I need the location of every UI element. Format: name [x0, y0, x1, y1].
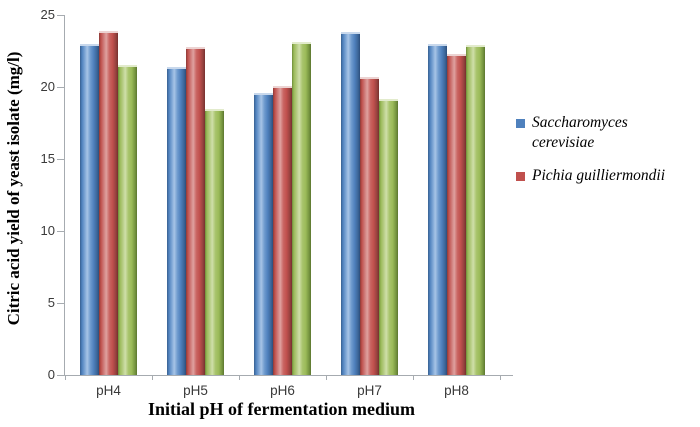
x-category-label: pH7: [357, 383, 382, 398]
legend: Saccharomyces cerevisiae Pichia guilliermo…: [516, 113, 700, 199]
legend-label-line: cerevisiae: [532, 134, 595, 151]
bar-group-pH4: [65, 15, 152, 375]
bar-groups: [65, 15, 500, 375]
y-tick-label: 25: [40, 7, 55, 22]
bar-pH7-series1: [360, 76, 379, 375]
x-tick-mark: [152, 375, 153, 380]
bar-pH4-series1: [99, 30, 118, 375]
bar-pH8-series1: [447, 53, 466, 375]
bar-pH7-series2: [379, 98, 398, 375]
legend-label: Saccharomyces cerevisiae: [532, 113, 628, 153]
bar-pH6-series1: [273, 85, 292, 375]
x-category-label: pH4: [96, 383, 121, 398]
bar-pH5-series0: [167, 66, 186, 375]
y-tick-label: 0: [47, 367, 55, 382]
legend-marker-icon: [516, 172, 525, 181]
bar-pH6-series2: [292, 42, 311, 375]
y-tick-mark: [57, 87, 64, 88]
y-tick-mark: [57, 159, 64, 160]
legend-label: Pichia guilliermondii: [532, 166, 665, 186]
bar-pH5-series2: [205, 108, 224, 375]
x-tick-mark: [413, 375, 414, 380]
bar-pH5-series1: [186, 46, 205, 375]
bar-pH6-series0: [254, 92, 273, 375]
y-tick-mark: [57, 15, 64, 16]
bar-group-pH8: [413, 15, 500, 375]
bar-pH4-series0: [80, 43, 99, 375]
y-tick-label: 20: [40, 79, 55, 94]
bar-group-pH5: [152, 15, 239, 375]
bar-group-pH7: [326, 15, 413, 375]
legend-marker-icon: [516, 119, 525, 128]
bar-pH8-series0: [428, 43, 447, 375]
x-tick-mark: [500, 375, 501, 380]
y-tick-label: 15: [40, 151, 55, 166]
y-tick-label: 10: [40, 223, 55, 238]
x-tick-mark: [239, 375, 240, 380]
x-axis-title: Initial pH of fermentation medium: [148, 399, 415, 419]
x-category-label: pH6: [270, 383, 295, 398]
legend-label-line: Pichia guilliermondii: [532, 167, 666, 184]
x-tick-mark: [326, 375, 327, 380]
y-tick-label: 5: [47, 295, 55, 310]
y-tick-mark: [57, 375, 64, 376]
x-category-label: pH8: [444, 383, 469, 398]
x-category-label: pH5: [183, 383, 208, 398]
legend-label-line: Saccharomyces: [532, 114, 628, 131]
legend-entry: Saccharomyces cerevisiae: [516, 113, 700, 153]
bar-pH7-series0: [341, 32, 360, 375]
bar-pH4-series2: [118, 65, 137, 375]
y-axis-title: Citric acid yield of yeast isolate (mg/l…: [4, 51, 23, 326]
bar-group-pH6: [239, 15, 326, 375]
y-tick-mark: [57, 231, 64, 232]
bar-pH8-series2: [466, 45, 485, 375]
plot-area: 0 5 10 15 20 25 pH4 pH5 pH6 pH7 pH8: [41, 7, 513, 398]
legend-entry: Pichia guilliermondii: [516, 166, 700, 186]
y-tick-mark: [57, 303, 64, 304]
x-tick-mark: [65, 375, 66, 380]
